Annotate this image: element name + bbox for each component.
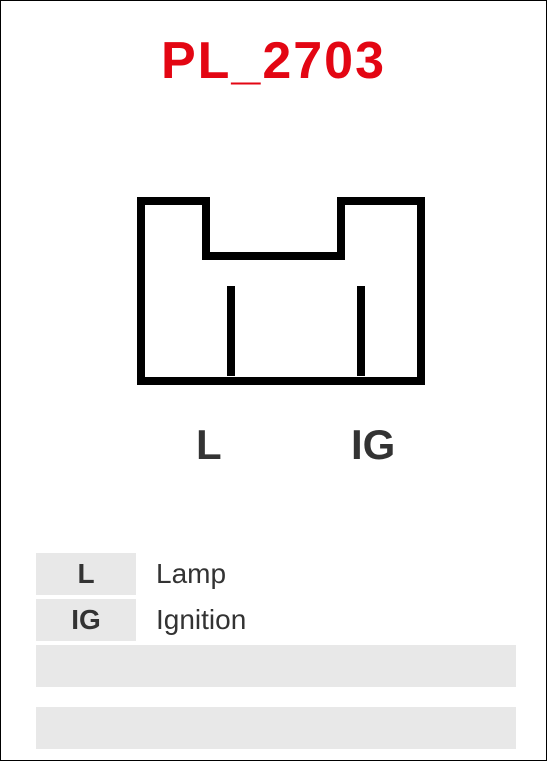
legend-row: L Lamp [36, 553, 516, 595]
legend-desc [136, 645, 516, 687]
pin-label-ig: IG [351, 421, 395, 469]
connector-outline [141, 201, 421, 381]
legend-code [36, 707, 136, 749]
legend-desc [136, 707, 516, 749]
pin-label-l: L [196, 421, 222, 469]
connector-diagram [136, 196, 426, 386]
legend-row: IG Ignition [36, 599, 516, 641]
legend-desc: Ignition [136, 599, 516, 641]
legend-row-empty [36, 645, 516, 687]
legend-code: IG [36, 599, 136, 641]
legend-code [36, 645, 136, 687]
legend-row-empty [36, 707, 516, 749]
legend-desc: Lamp [136, 553, 516, 595]
legend-code: L [36, 553, 136, 595]
legend-table: L Lamp IG Ignition [36, 553, 516, 753]
diagram-title: PL_2703 [1, 31, 546, 91]
